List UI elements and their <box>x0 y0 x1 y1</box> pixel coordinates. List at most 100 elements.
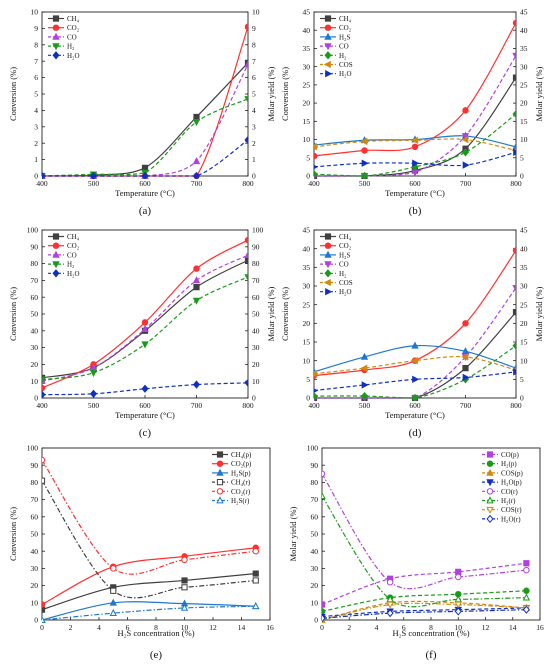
y-tick-label: 10 <box>303 356 311 365</box>
data-point <box>193 113 200 121</box>
x-tick-label: 14 <box>509 623 517 632</box>
data-point <box>42 171 46 179</box>
y-tick-label: 20 <box>31 360 39 369</box>
data-point <box>412 375 420 384</box>
y-right-tick-label: 10 <box>252 8 260 17</box>
x-axis-label: H₂S concentration (%) <box>392 628 469 638</box>
y-tick-label: 10 <box>31 598 39 607</box>
data-point <box>244 257 248 264</box>
y-right-tick-label: 25 <box>520 80 528 89</box>
data-point <box>512 109 516 119</box>
data-point <box>42 606 46 613</box>
y-tick-label: 5 <box>34 90 38 99</box>
y-right-tick-label: 30 <box>520 62 528 71</box>
series-line <box>42 382 248 396</box>
y-tick-label: 15 <box>303 117 311 126</box>
data-point <box>110 565 117 572</box>
legend-swatch-marker <box>486 460 494 467</box>
data-point <box>141 341 149 349</box>
y-axis-label: Conversion (%) <box>8 507 18 561</box>
data-point <box>192 297 201 305</box>
legend-label: CH₄ <box>339 15 352 23</box>
legend-swatch-marker <box>486 514 494 524</box>
x-axis-label: Temperature (°C) <box>115 410 175 420</box>
panel-caption: (d) <box>409 427 422 439</box>
legend-swatch-marker <box>52 15 60 22</box>
x-tick-label: 700 <box>191 179 203 188</box>
data-point <box>192 157 201 165</box>
legend-swatch-marker <box>52 233 60 240</box>
data-point <box>461 347 470 355</box>
y-tick-label: 90 <box>311 461 319 470</box>
legend-label: H₂S(r) <box>231 497 250 505</box>
y-tick-label: 0 <box>306 172 310 181</box>
legend-swatch-marker <box>52 32 60 40</box>
data-point <box>361 159 369 167</box>
legend-item: CH₄(r) <box>212 479 251 487</box>
data-point <box>322 614 326 623</box>
y-tick-label: 20 <box>311 581 319 590</box>
legend-swatch-marker <box>324 250 332 258</box>
legend-swatch-marker <box>52 242 60 249</box>
legend-item: CH₄ <box>48 15 80 23</box>
legend-swatch-marker <box>486 479 494 487</box>
series-line <box>42 605 256 621</box>
x-tick-label: 4 <box>97 623 101 632</box>
legend-swatch-marker <box>324 15 332 22</box>
panel-caption: (f) <box>426 649 437 661</box>
data-point <box>252 547 259 555</box>
legend-swatch-marker <box>324 269 332 278</box>
data-point <box>192 171 201 179</box>
legend-item: H₂ <box>48 43 75 51</box>
data-point <box>252 570 259 577</box>
data-point <box>411 143 419 151</box>
legend-swatch-marker <box>324 233 332 240</box>
y-tick-label: 60 <box>311 512 319 521</box>
y-right-tick-label: 5 <box>520 375 524 384</box>
series-line <box>314 345 516 399</box>
data-point <box>512 247 516 254</box>
y-tick-label: 0 <box>306 394 310 403</box>
y-tick-label: 90 <box>31 242 39 251</box>
series-line <box>42 139 248 177</box>
y-right-tick-label: 5 <box>252 90 256 99</box>
y-right-tick-label: 0 <box>252 394 256 403</box>
y-tick-label: 10 <box>303 135 311 144</box>
data-point <box>89 389 98 398</box>
legend-item: H₂O(p) <box>482 479 522 487</box>
data-point <box>109 598 117 606</box>
data-point <box>386 578 394 586</box>
data-point <box>523 587 530 594</box>
y-tick-label: 20 <box>31 581 39 590</box>
data-point <box>512 142 516 150</box>
data-point <box>462 373 470 382</box>
legend-item: CH₄ <box>320 233 352 241</box>
y-tick-label: 100 <box>307 444 319 453</box>
y-right-tick-label: 30 <box>252 343 260 352</box>
y-axis-label: Conversion (%) <box>280 287 290 341</box>
x-tick-label: 0 <box>40 623 44 632</box>
legend-item: H₂S(p) <box>212 468 251 477</box>
data-point <box>512 341 516 350</box>
data-point <box>512 19 516 27</box>
data-point <box>252 602 260 610</box>
chart-panel: 400 500 600 700 8000510152025303540450510152… <box>280 226 544 439</box>
y-tick-label: 100 <box>27 444 39 453</box>
y-tick-label: 20 <box>303 319 311 328</box>
series-line <box>314 22 516 157</box>
data-point <box>322 491 326 499</box>
data-point <box>141 384 149 393</box>
x-tick-label: 16 <box>266 623 274 632</box>
data-point <box>244 378 248 388</box>
data-point <box>322 601 326 608</box>
y-tick-label: 45 <box>303 8 311 17</box>
x-tick-label: 500 <box>359 179 371 188</box>
x-tick-label: 800 <box>242 179 254 188</box>
x-tick-label: 2 <box>69 623 73 632</box>
data-point <box>386 608 394 618</box>
y-right-tick-label: 70 <box>252 276 260 285</box>
y-tick-label: 8 <box>34 40 38 49</box>
legend-swatch-marker <box>52 51 60 60</box>
x-tick-label: 600 <box>409 179 421 188</box>
